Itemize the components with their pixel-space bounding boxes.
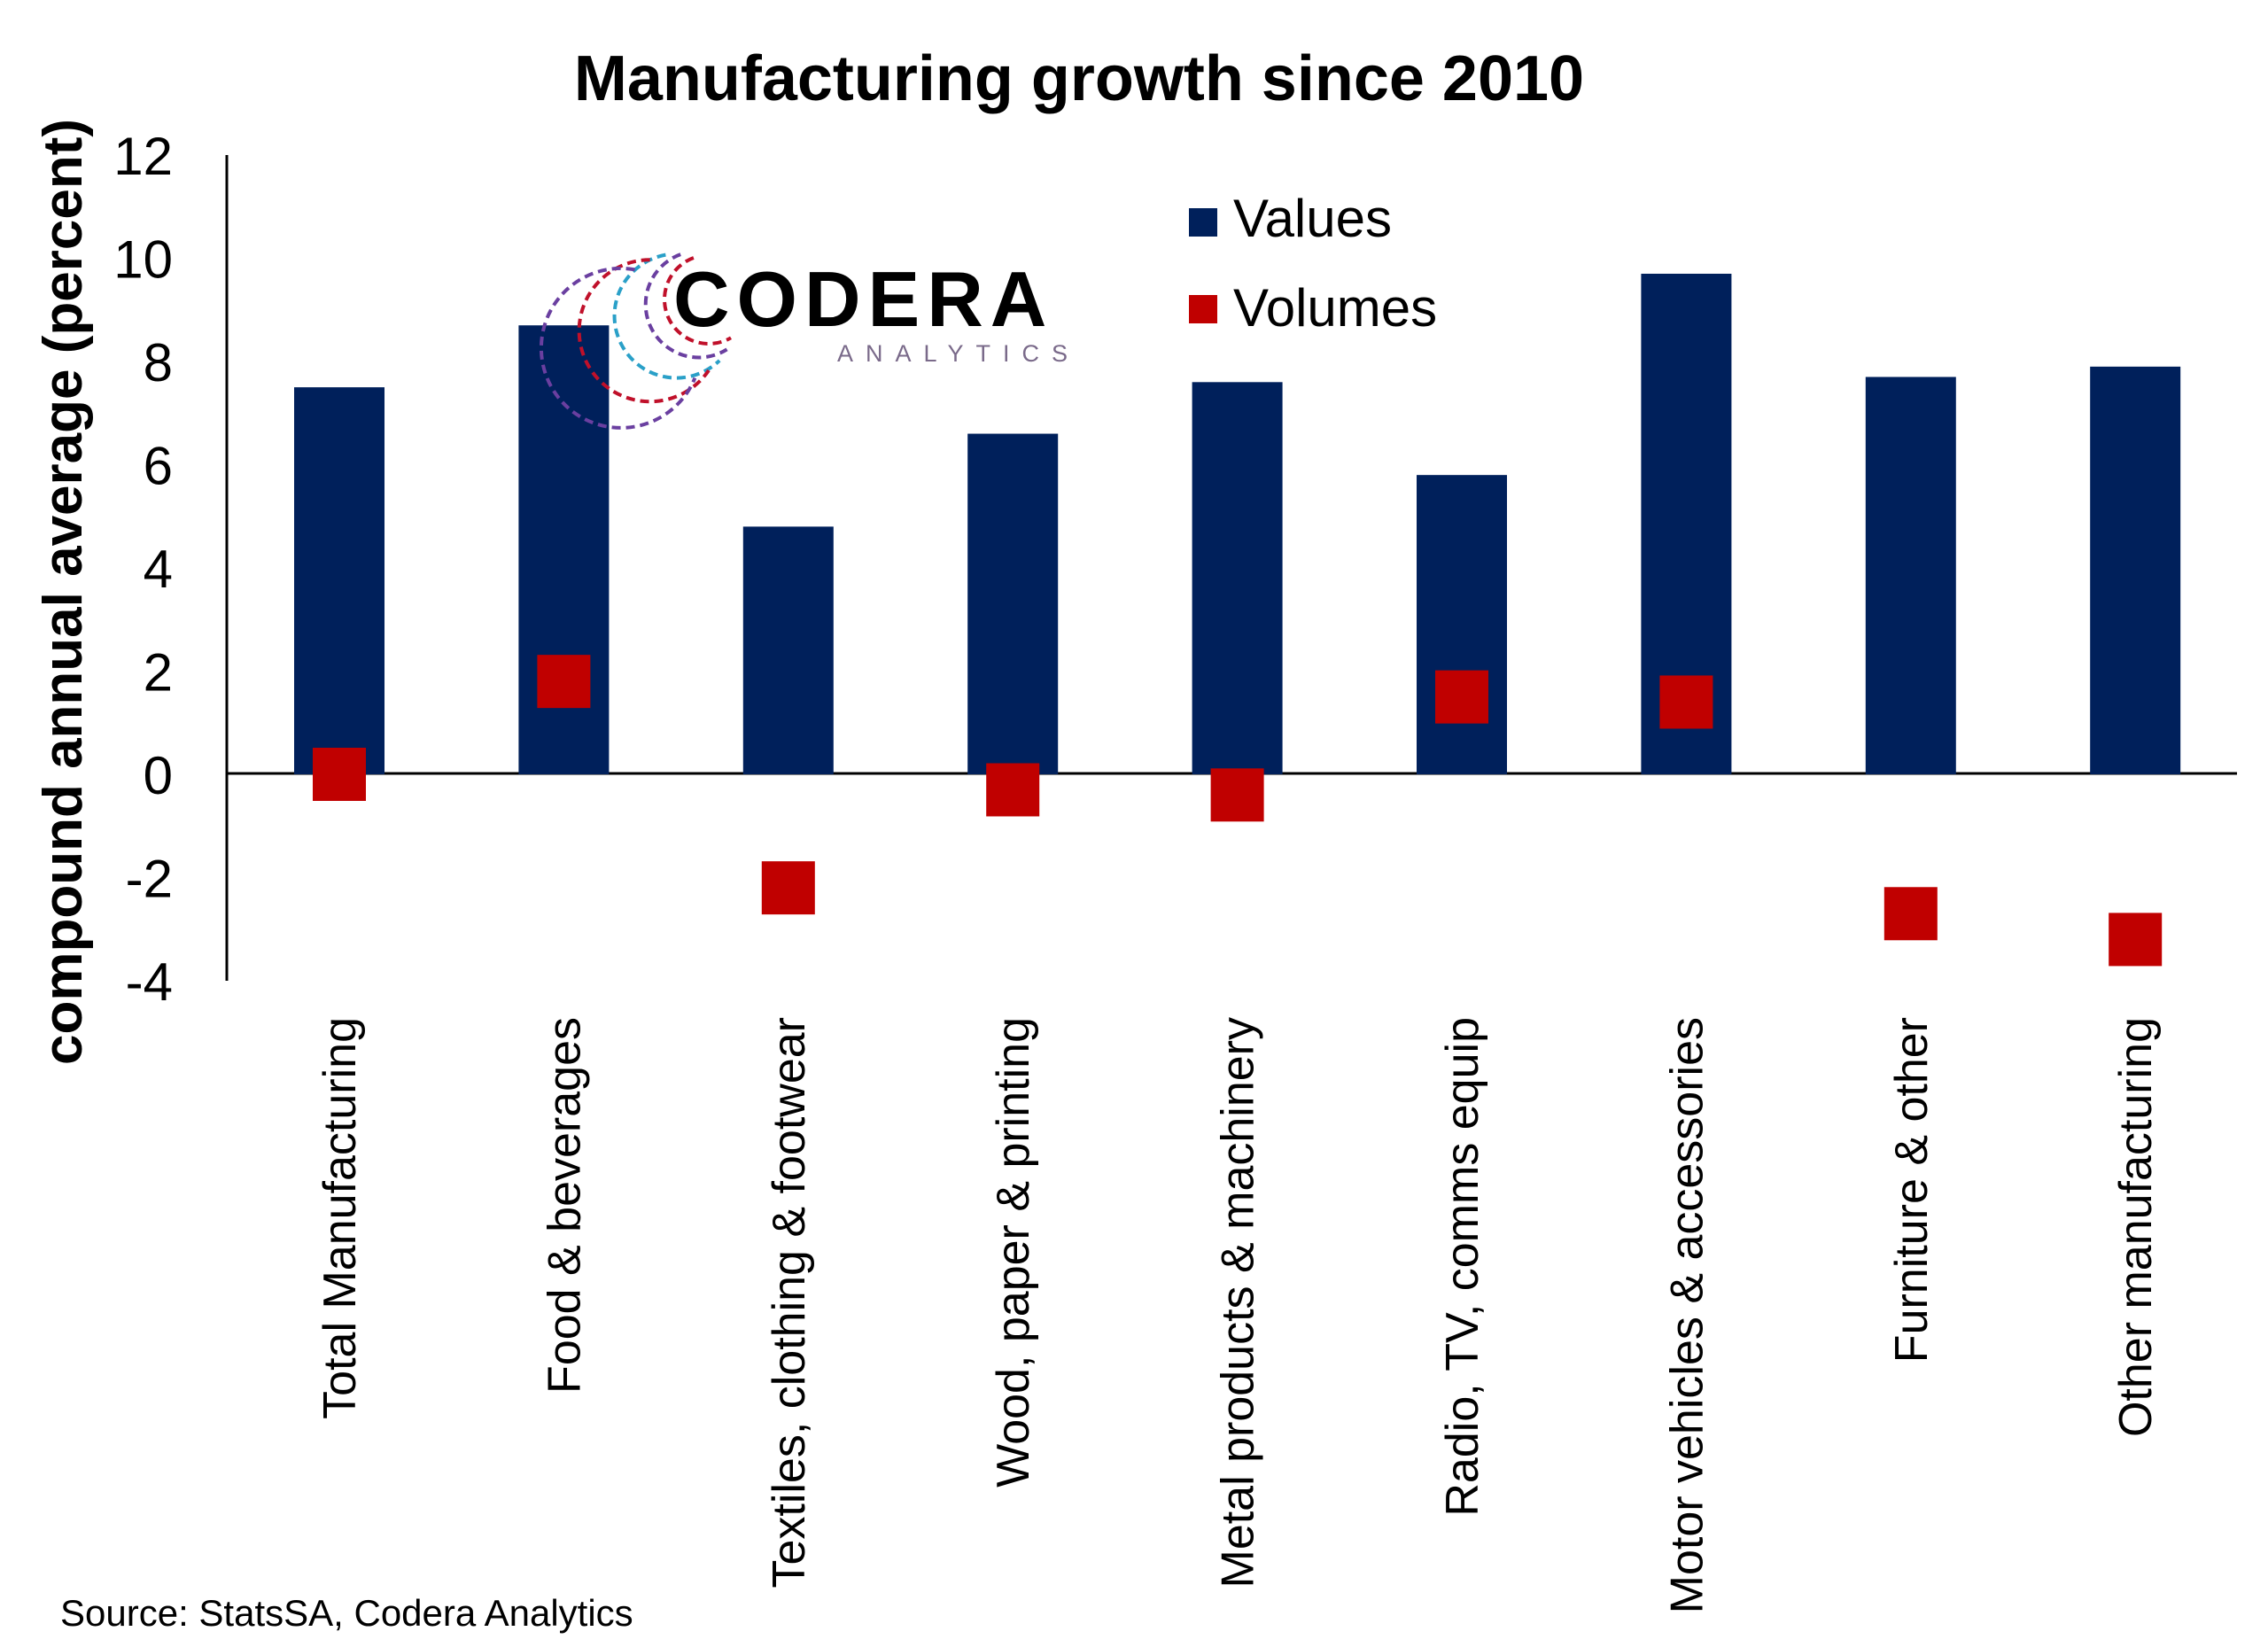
logo-ring-arc [612, 252, 721, 380]
logo-ring-arc [663, 256, 732, 346]
y-tick-label: 8 [144, 333, 173, 392]
bar-values [294, 387, 384, 774]
legend-swatch-values [1189, 208, 1217, 237]
marker-volumes [313, 748, 366, 801]
legend-label-volumes: Volumes [1233, 278, 1437, 338]
marker-volumes [986, 763, 1040, 817]
logo-name: CODERA [673, 255, 1053, 343]
y-tick-label: 2 [144, 643, 173, 703]
x-tick-label: Textiles, clothing & footwear [764, 1017, 815, 1589]
bar-values [967, 433, 1059, 774]
x-tick-label: Wood, paper & printing [988, 1017, 1039, 1488]
x-tick-label: Total Manufacturing [315, 1017, 366, 1419]
x-tick-label: Food & beverages [539, 1017, 590, 1394]
logo-tagline: ANALYTICS [837, 340, 1080, 367]
logo-ring-arc [643, 252, 728, 360]
chart-title: Manufacturing growth since 2010 [574, 43, 1584, 114]
source-note: Source: StatsSA, Codera Analytics [60, 1592, 633, 1634]
logo-ring-arc [539, 266, 697, 430]
markers [313, 655, 2163, 967]
marker-volumes [1210, 768, 1264, 822]
logo-ring-arc [577, 258, 711, 404]
y-tick-label: -4 [126, 952, 173, 1012]
y-tick-label: 10 [113, 230, 173, 290]
codera-analytics-logo: CODERA ANALYTICS [539, 252, 1080, 430]
legend-swatch-volumes [1189, 295, 1217, 323]
marker-volumes [2109, 913, 2163, 967]
x-tick-label: Motor vehicles & accessories [1661, 1017, 1713, 1613]
bar-values [742, 526, 834, 774]
y-axis-label: compound annual average (percent) [33, 119, 94, 1065]
x-tick-label: Metal products & machinery [1213, 1017, 1264, 1589]
logo-ring-icon [539, 252, 732, 430]
x-tick-label: Furniture & other [1886, 1017, 1938, 1363]
y-tick-label: 4 [144, 540, 173, 599]
x-tick-label: Other manufacturing [2110, 1017, 2162, 1437]
bar-values [1417, 475, 1507, 774]
marker-volumes [1659, 675, 1713, 729]
x-tick-labels: Total Manufacturing Food & beverages Texti… [315, 1017, 2162, 1613]
y-tick-label: 0 [144, 746, 173, 805]
legend-label-values: Values [1233, 189, 1392, 248]
marker-volumes [1435, 670, 1488, 724]
y-ticks: -4 -2 0 2 4 6 8 10 12 [113, 127, 173, 1012]
x-tick-label: Radio, TV, comms equip [1437, 1017, 1488, 1517]
y-tick-label: 6 [144, 437, 173, 496]
marker-volumes [537, 655, 591, 709]
marker-volumes [1884, 887, 1938, 941]
legend: Values Volumes [1189, 189, 1437, 338]
bar-values [1865, 377, 1956, 774]
bar-values [1192, 382, 1283, 774]
y-tick-label: 12 [113, 127, 173, 186]
y-tick-label: -2 [126, 850, 173, 909]
marker-volumes [761, 861, 815, 915]
bar-values [2090, 366, 2181, 774]
